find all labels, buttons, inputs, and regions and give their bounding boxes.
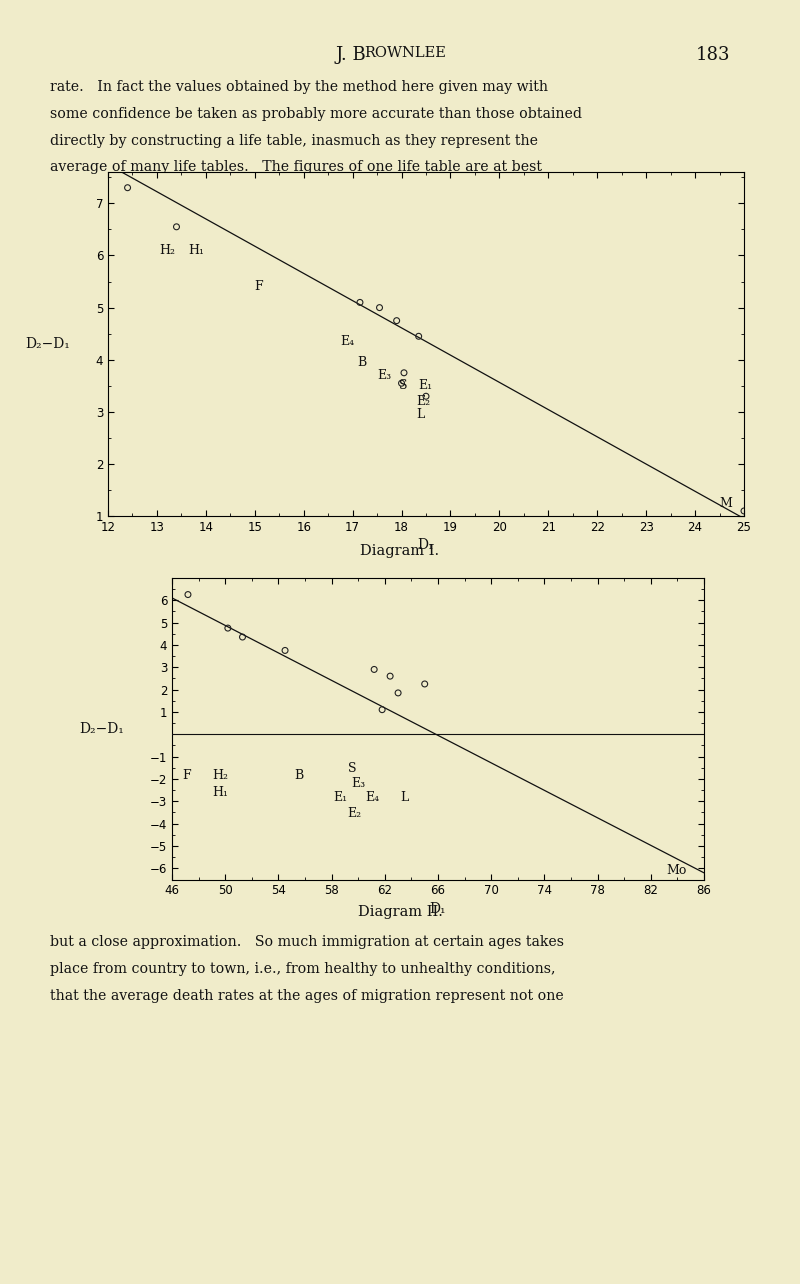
Text: directly by constructing a life table, inasmuch as they represent the: directly by constructing a life table, i… (50, 134, 538, 148)
Text: but a close approximation.   So much immigration at certain ages takes: but a close approximation. So much immig… (50, 935, 565, 949)
Point (412, 326, 425, 347)
Text: Diagram II.: Diagram II. (358, 905, 442, 919)
Text: H₁: H₁ (189, 244, 205, 257)
Point (418, 674, 431, 695)
Text: rate.   In fact the values obtained by the method here given may with: rate. In fact the values obtained by the… (50, 80, 549, 94)
Text: H₂: H₂ (212, 769, 228, 782)
Text: E₄: E₄ (365, 791, 379, 805)
Text: S: S (347, 763, 356, 776)
Point (376, 700, 389, 720)
Text: H₂: H₂ (159, 244, 175, 257)
Text: E₃: E₃ (351, 777, 366, 790)
Text: E₁: E₁ (333, 791, 347, 805)
Text: H₁: H₁ (212, 786, 228, 799)
Text: 183: 183 (696, 46, 730, 64)
Point (278, 641, 291, 661)
Text: some confidence be taken as probably more accurate than those obtained: some confidence be taken as probably mor… (50, 107, 582, 121)
Point (354, 293, 366, 313)
Point (170, 217, 183, 238)
Point (390, 311, 403, 331)
X-axis label: D₁: D₁ (430, 901, 446, 915)
Text: D₂−D₁: D₂−D₁ (25, 338, 70, 351)
Text: E₁: E₁ (418, 379, 433, 393)
X-axis label: D₁: D₁ (418, 538, 434, 552)
Text: Mo: Mo (666, 864, 687, 877)
Text: Diagram I.: Diagram I. (361, 544, 439, 559)
Text: B: B (358, 356, 366, 369)
Point (222, 618, 234, 638)
Point (384, 666, 397, 687)
Text: F: F (254, 280, 263, 293)
Text: F: F (182, 769, 191, 782)
Point (236, 627, 249, 647)
Text: average of many life tables.   The figures of one life table are at best: average of many life tables. The figures… (50, 160, 542, 175)
Point (182, 584, 194, 605)
Text: L: L (401, 791, 409, 805)
Text: E₄: E₄ (340, 335, 354, 348)
Point (392, 683, 405, 704)
Point (738, 501, 750, 521)
Point (373, 298, 386, 318)
Text: J. B: J. B (336, 46, 366, 64)
Point (419, 386, 432, 407)
Text: D₂−D₁: D₂−D₁ (79, 723, 124, 736)
Text: L: L (416, 408, 425, 421)
Text: E₂: E₂ (416, 395, 430, 408)
Point (398, 362, 410, 383)
Point (395, 372, 408, 393)
Text: that the average death rates at the ages of migration represent not one: that the average death rates at the ages… (50, 989, 564, 1003)
Text: ROWNLEE: ROWNLEE (364, 46, 446, 60)
Text: E₂: E₂ (347, 808, 362, 820)
Point (368, 659, 381, 679)
Text: place from country to town, i.e., from healthy to unhealthy conditions,: place from country to town, i.e., from h… (50, 962, 556, 976)
Text: M: M (719, 497, 733, 510)
Text: B: B (294, 769, 304, 782)
Text: S: S (399, 379, 407, 393)
Point (121, 177, 134, 198)
Text: E₃: E₃ (377, 369, 391, 381)
